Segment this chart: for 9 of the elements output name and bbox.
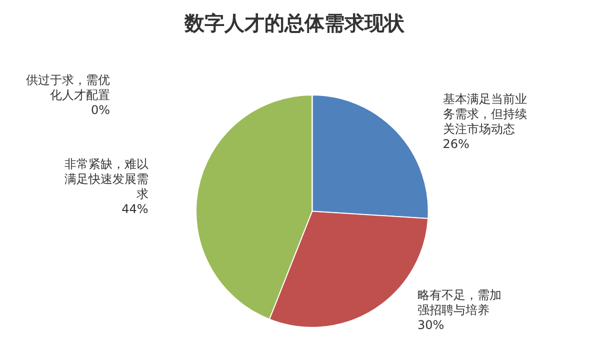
category-label: 供过于求，需优化人才配置 [26,73,110,102]
text: 0% [90,103,110,117]
data-label: 30% [417,318,444,332]
slice-label: 非常紧缺，难以满足快速发展需求 [64,157,148,202]
slice-label: 基本满足当前业务需求，但持续关注市场动态 [442,92,527,136]
data-label: 44% [122,202,148,216]
data-label: 26% [442,136,470,151]
chart-title: 数字人才的总体需求现状 [184,11,406,35]
slice-label: 略有不足，需加强招聘与培养 [417,288,502,317]
